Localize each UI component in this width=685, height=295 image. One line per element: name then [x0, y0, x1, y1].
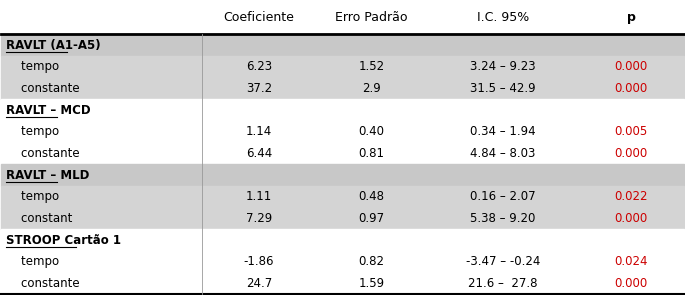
Text: constant: constant [6, 212, 73, 225]
Text: 3.24 – 9.23: 3.24 – 9.23 [471, 60, 536, 73]
Bar [1, 164, 684, 186]
Text: -1.86: -1.86 [243, 255, 274, 268]
Text: constante: constante [6, 147, 79, 160]
Text: 1.59: 1.59 [358, 277, 384, 290]
Bar [1, 251, 684, 273]
Bar [1, 186, 684, 208]
Text: tempo: tempo [6, 255, 60, 268]
Text: 1.11: 1.11 [246, 190, 272, 203]
Bar [1, 56, 684, 78]
Bar [1, 78, 684, 99]
Text: 6.23: 6.23 [246, 60, 272, 73]
Text: Coeficiente: Coeficiente [223, 11, 294, 24]
Text: RAVLT – MCD: RAVLT – MCD [6, 104, 91, 117]
Bar [1, 35, 684, 56]
Text: 0.000: 0.000 [614, 277, 648, 290]
Text: 0.000: 0.000 [614, 82, 648, 95]
Text: 5.38 – 9.20: 5.38 – 9.20 [471, 212, 536, 225]
Bar [1, 121, 684, 143]
Text: constante: constante [6, 82, 79, 95]
Text: 0.82: 0.82 [358, 255, 384, 268]
Text: RAVLT (A1-A5): RAVLT (A1-A5) [6, 39, 101, 52]
Text: constante: constante [6, 277, 79, 290]
Text: 31.5 – 42.9: 31.5 – 42.9 [471, 82, 536, 95]
Text: 0.022: 0.022 [614, 190, 648, 203]
Text: STROOP Cartão 1: STROOP Cartão 1 [6, 234, 121, 247]
Text: 4.84 – 8.03: 4.84 – 8.03 [471, 147, 536, 160]
Text: tempo: tempo [6, 125, 60, 138]
Text: 1.52: 1.52 [358, 60, 384, 73]
Text: 0.97: 0.97 [358, 212, 384, 225]
Text: 0.000: 0.000 [614, 147, 648, 160]
Text: 0.000: 0.000 [614, 212, 648, 225]
Bar [1, 99, 684, 121]
Text: 0.16 – 2.07: 0.16 – 2.07 [471, 190, 536, 203]
Text: 0.40: 0.40 [358, 125, 384, 138]
Bar [1, 143, 684, 164]
Text: 0.34 – 1.94: 0.34 – 1.94 [471, 125, 536, 138]
Text: 1.14: 1.14 [246, 125, 272, 138]
Text: Erro Padrão: Erro Padrão [335, 11, 408, 24]
Bar [1, 229, 684, 251]
Text: 21.6 –  27.8: 21.6 – 27.8 [469, 277, 538, 290]
Text: tempo: tempo [6, 190, 60, 203]
Text: 2.9: 2.9 [362, 82, 381, 95]
Text: 0.005: 0.005 [614, 125, 648, 138]
Text: 6.44: 6.44 [246, 147, 272, 160]
Text: RAVLT – MLD: RAVLT – MLD [6, 169, 90, 182]
Text: 7.29: 7.29 [246, 212, 272, 225]
Text: 37.2: 37.2 [246, 82, 272, 95]
Text: p: p [627, 11, 636, 24]
Bar [1, 208, 684, 229]
Text: 0.000: 0.000 [614, 60, 648, 73]
Text: 24.7: 24.7 [246, 277, 272, 290]
Text: 0.48: 0.48 [358, 190, 384, 203]
Text: I.C. 95%: I.C. 95% [477, 11, 530, 24]
Text: -3.47 – -0.24: -3.47 – -0.24 [466, 255, 540, 268]
Bar [1, 1, 684, 35]
Text: 0.81: 0.81 [358, 147, 384, 160]
Text: tempo: tempo [6, 60, 60, 73]
Text: 0.024: 0.024 [614, 255, 648, 268]
Bar [1, 273, 684, 294]
